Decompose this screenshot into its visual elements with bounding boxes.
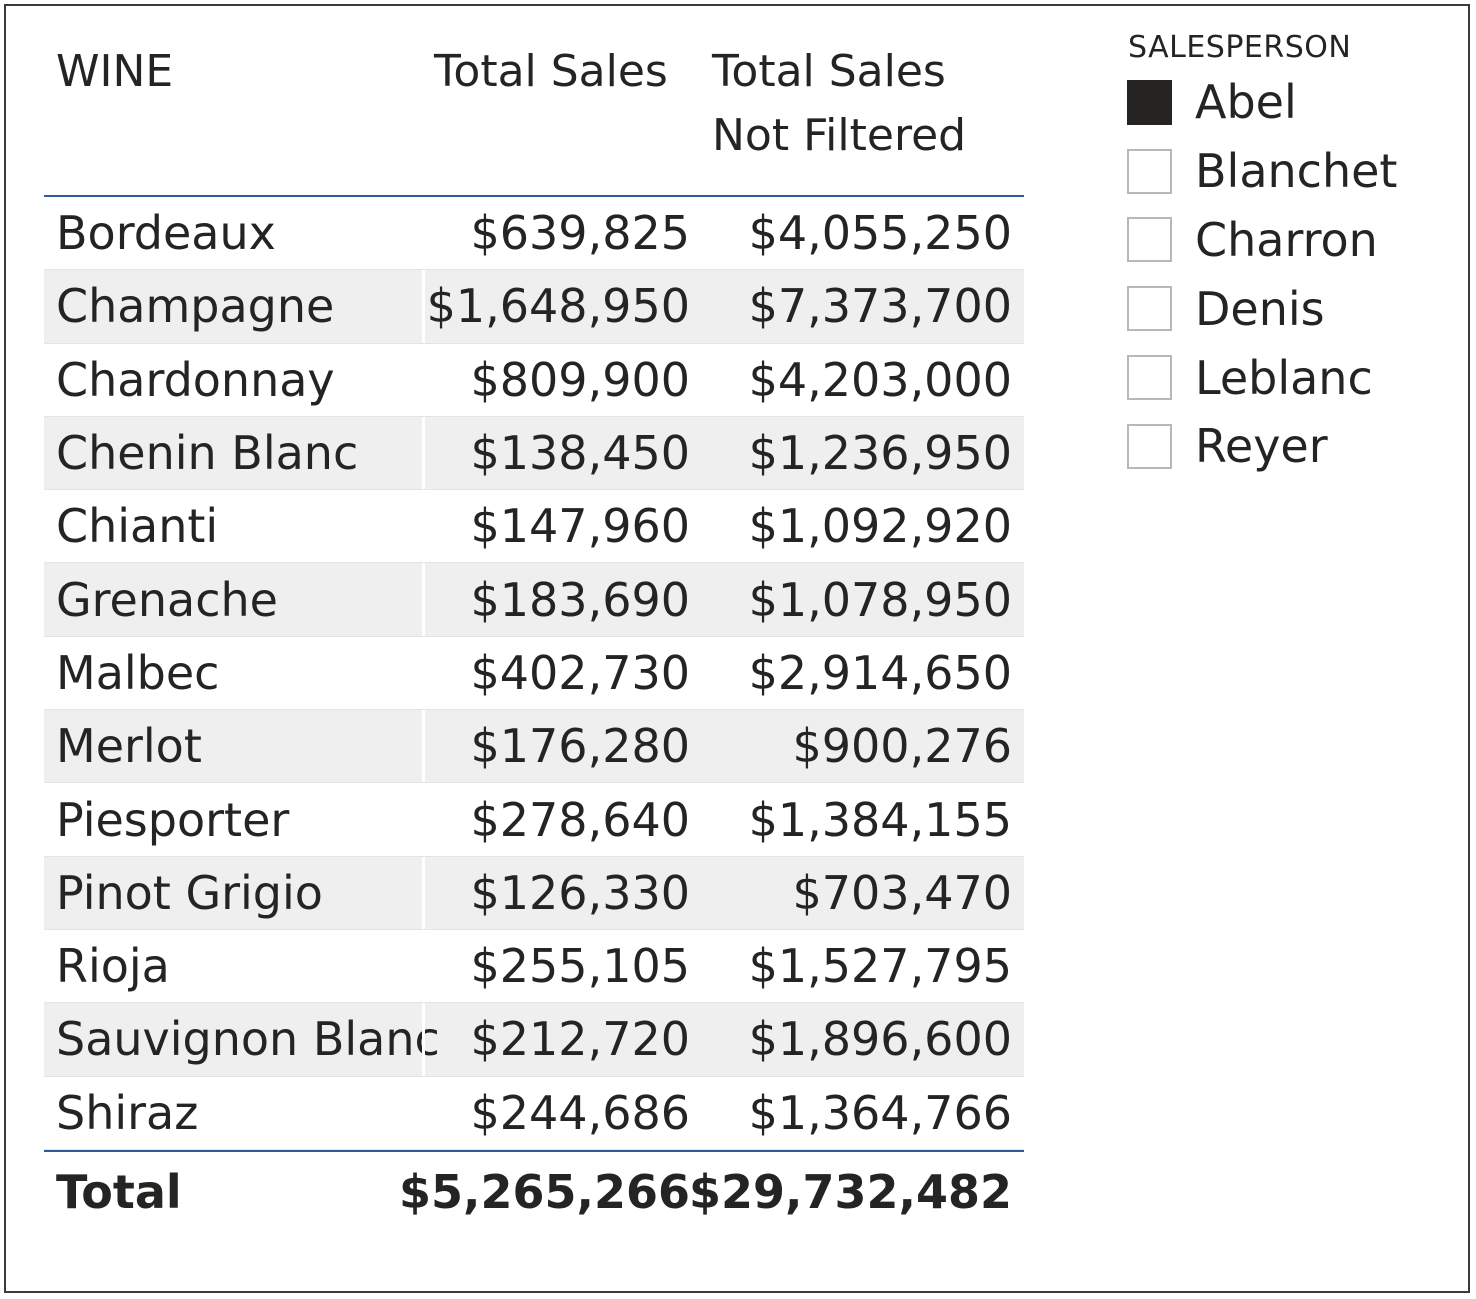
table-header: WINE Total Sales Total Sales Not Filtere…: [44, 30, 1024, 197]
slicer-item-label: Reyer: [1195, 419, 1328, 474]
slicer-item-reyer[interactable]: Reyer: [1127, 412, 1447, 481]
checked-checkbox-icon[interactable]: [1127, 79, 1172, 125]
checkbox-icon[interactable]: [1127, 148, 1172, 194]
table-row[interactable]: Grenache $183,690 $1,078,950: [44, 563, 1024, 637]
total-sales-cell: $138,450: [470, 426, 691, 481]
wine-cell: Malbec: [56, 645, 220, 700]
table-row[interactable]: Pinot Grigio $126,330 $703,470: [44, 856, 1024, 930]
total-sales-not-filtered-cell: $7,373,700: [748, 279, 1012, 334]
table-row[interactable]: Chenin Blanc $138,450 $1,236,950: [44, 416, 1024, 491]
slicer-item-label: Blanchet: [1195, 144, 1398, 199]
table-row[interactable]: Malbec $402,730 $2,914,650: [44, 637, 1024, 711]
column-header-total-sales[interactable]: Total Sales: [434, 46, 668, 97]
total-sales-cell: $244,686: [470, 1085, 691, 1140]
slicer-item-abel[interactable]: Abel: [1127, 68, 1447, 137]
table-row[interactable]: Chianti $147,960 $1,092,920: [44, 490, 1024, 564]
table-row[interactable]: Merlot $176,280 $900,276: [44, 710, 1024, 784]
total-sales-cell: $639,825: [470, 206, 691, 261]
slicer-item-leblanc[interactable]: Leblanc: [1127, 343, 1447, 412]
wine-cell: Chianti: [56, 499, 219, 554]
slicer-list: Abel Blanchet Charron Denis Leblanc Reyer: [1127, 68, 1447, 481]
total-sales-not-filtered-cell: $900,276: [792, 719, 1013, 774]
total-sales-not-filtered-cell: $1,527,795: [748, 939, 1012, 994]
total-sales-cell: $278,640: [470, 792, 691, 847]
wine-cell: Pinot Grigio: [56, 865, 323, 920]
slicer-item-label: Leblanc: [1195, 350, 1373, 405]
visual-frame: [4, 4, 1470, 1293]
slicer-item-denis[interactable]: Denis: [1127, 274, 1447, 343]
slicer-item-label: Charron: [1195, 212, 1378, 267]
wine-cell: Chenin Blanc: [56, 426, 359, 481]
wine-cell: Piesporter: [56, 792, 290, 847]
total-sales-cell: $126,330: [470, 865, 691, 920]
wine-cell: Merlot: [56, 719, 202, 774]
checkbox-icon[interactable]: [1127, 355, 1172, 401]
total-sales-not-filtered-cell: $1,092,920: [748, 499, 1012, 554]
table-row[interactable]: Chardonnay $809,900 $4,203,000: [44, 344, 1024, 417]
table-row[interactable]: Rioja $255,105 $1,527,795: [44, 930, 1024, 1004]
checkbox-icon[interactable]: [1127, 217, 1172, 263]
slicer-title: SALESPERSON: [1128, 30, 1352, 65]
table-body: Bordeaux $639,825 $4,055,250 Champagne $1,64…: [44, 197, 1024, 1150]
total-sales-total: $5,265,266: [398, 1164, 690, 1219]
wine-sales-table: WINE Total Sales Total Sales Not Filtere…: [44, 30, 1024, 1232]
wine-cell: Grenache: [56, 572, 278, 627]
total-sales-cell: $183,690: [470, 572, 691, 627]
total-sales-not-filtered-cell: $1,384,155: [748, 792, 1012, 847]
table-total-row: Total $5,265,266 $29,732,482: [44, 1149, 1024, 1232]
table-row[interactable]: Piesporter $278,640 $1,384,155: [44, 783, 1024, 857]
total-sales-not-filtered-cell: $4,055,250: [748, 206, 1012, 261]
salesperson-slicer: SALESPERSON Abel Blanchet Charron Denis Lebl…: [1127, 28, 1447, 481]
wine-cell: Sauvignon Blanc: [56, 1012, 440, 1067]
total-label: Total: [56, 1164, 182, 1219]
total-sales-not-filtered-cell: $1,896,600: [748, 1012, 1012, 1067]
total-sales-not-filtered-cell: $1,078,950: [748, 572, 1012, 627]
total-sales-not-filtered-cell: $4,203,000: [748, 352, 1012, 407]
total-sales-not-filtered-cell: $1,236,950: [748, 426, 1012, 481]
table-row[interactable]: Bordeaux $639,825 $4,055,250: [44, 197, 1024, 271]
total-sales-not-filtered-cell: $1,364,766: [748, 1085, 1012, 1140]
total-sales-not-filtered-total: $29,732,482: [688, 1164, 1012, 1219]
total-sales-cell: $255,105: [470, 939, 691, 994]
wine-cell: Chardonnay: [56, 352, 335, 407]
column-header-total-sales-not-filtered[interactable]: Total Sales Not Filtered: [712, 46, 967, 161]
table-row[interactable]: Sauvignon Blanc $212,720 $1,896,600: [44, 1003, 1024, 1077]
table-row[interactable]: Champagne $1,648,950 $7,373,700: [44, 270, 1024, 344]
total-sales-cell: $176,280: [470, 719, 691, 774]
slicer-item-label: Denis: [1195, 281, 1325, 336]
wine-cell: Rioja: [56, 939, 170, 994]
checkbox-icon[interactable]: [1127, 423, 1172, 469]
column-header-wine[interactable]: WINE: [56, 46, 174, 97]
total-sales-cell: $212,720: [470, 1012, 691, 1067]
total-sales-cell: $147,960: [470, 499, 691, 554]
wine-cell: Champagne: [56, 279, 335, 334]
total-sales-cell: $402,730: [470, 645, 691, 700]
wine-cell: Shiraz: [56, 1085, 199, 1140]
checkbox-icon[interactable]: [1127, 286, 1172, 332]
slicer-item-label: Abel: [1195, 75, 1297, 130]
total-sales-not-filtered-cell: $703,470: [792, 865, 1013, 920]
wine-cell: Bordeaux: [56, 206, 276, 261]
total-sales-cell: $809,900: [470, 352, 691, 407]
table-row[interactable]: Shiraz $244,686 $1,364,766: [44, 1077, 1024, 1150]
slicer-item-charron[interactable]: Charron: [1127, 206, 1447, 275]
total-sales-not-filtered-cell: $2,914,650: [748, 645, 1012, 700]
slicer-item-blanchet[interactable]: Blanchet: [1127, 137, 1447, 206]
total-sales-cell: $1,648,950: [426, 279, 690, 334]
